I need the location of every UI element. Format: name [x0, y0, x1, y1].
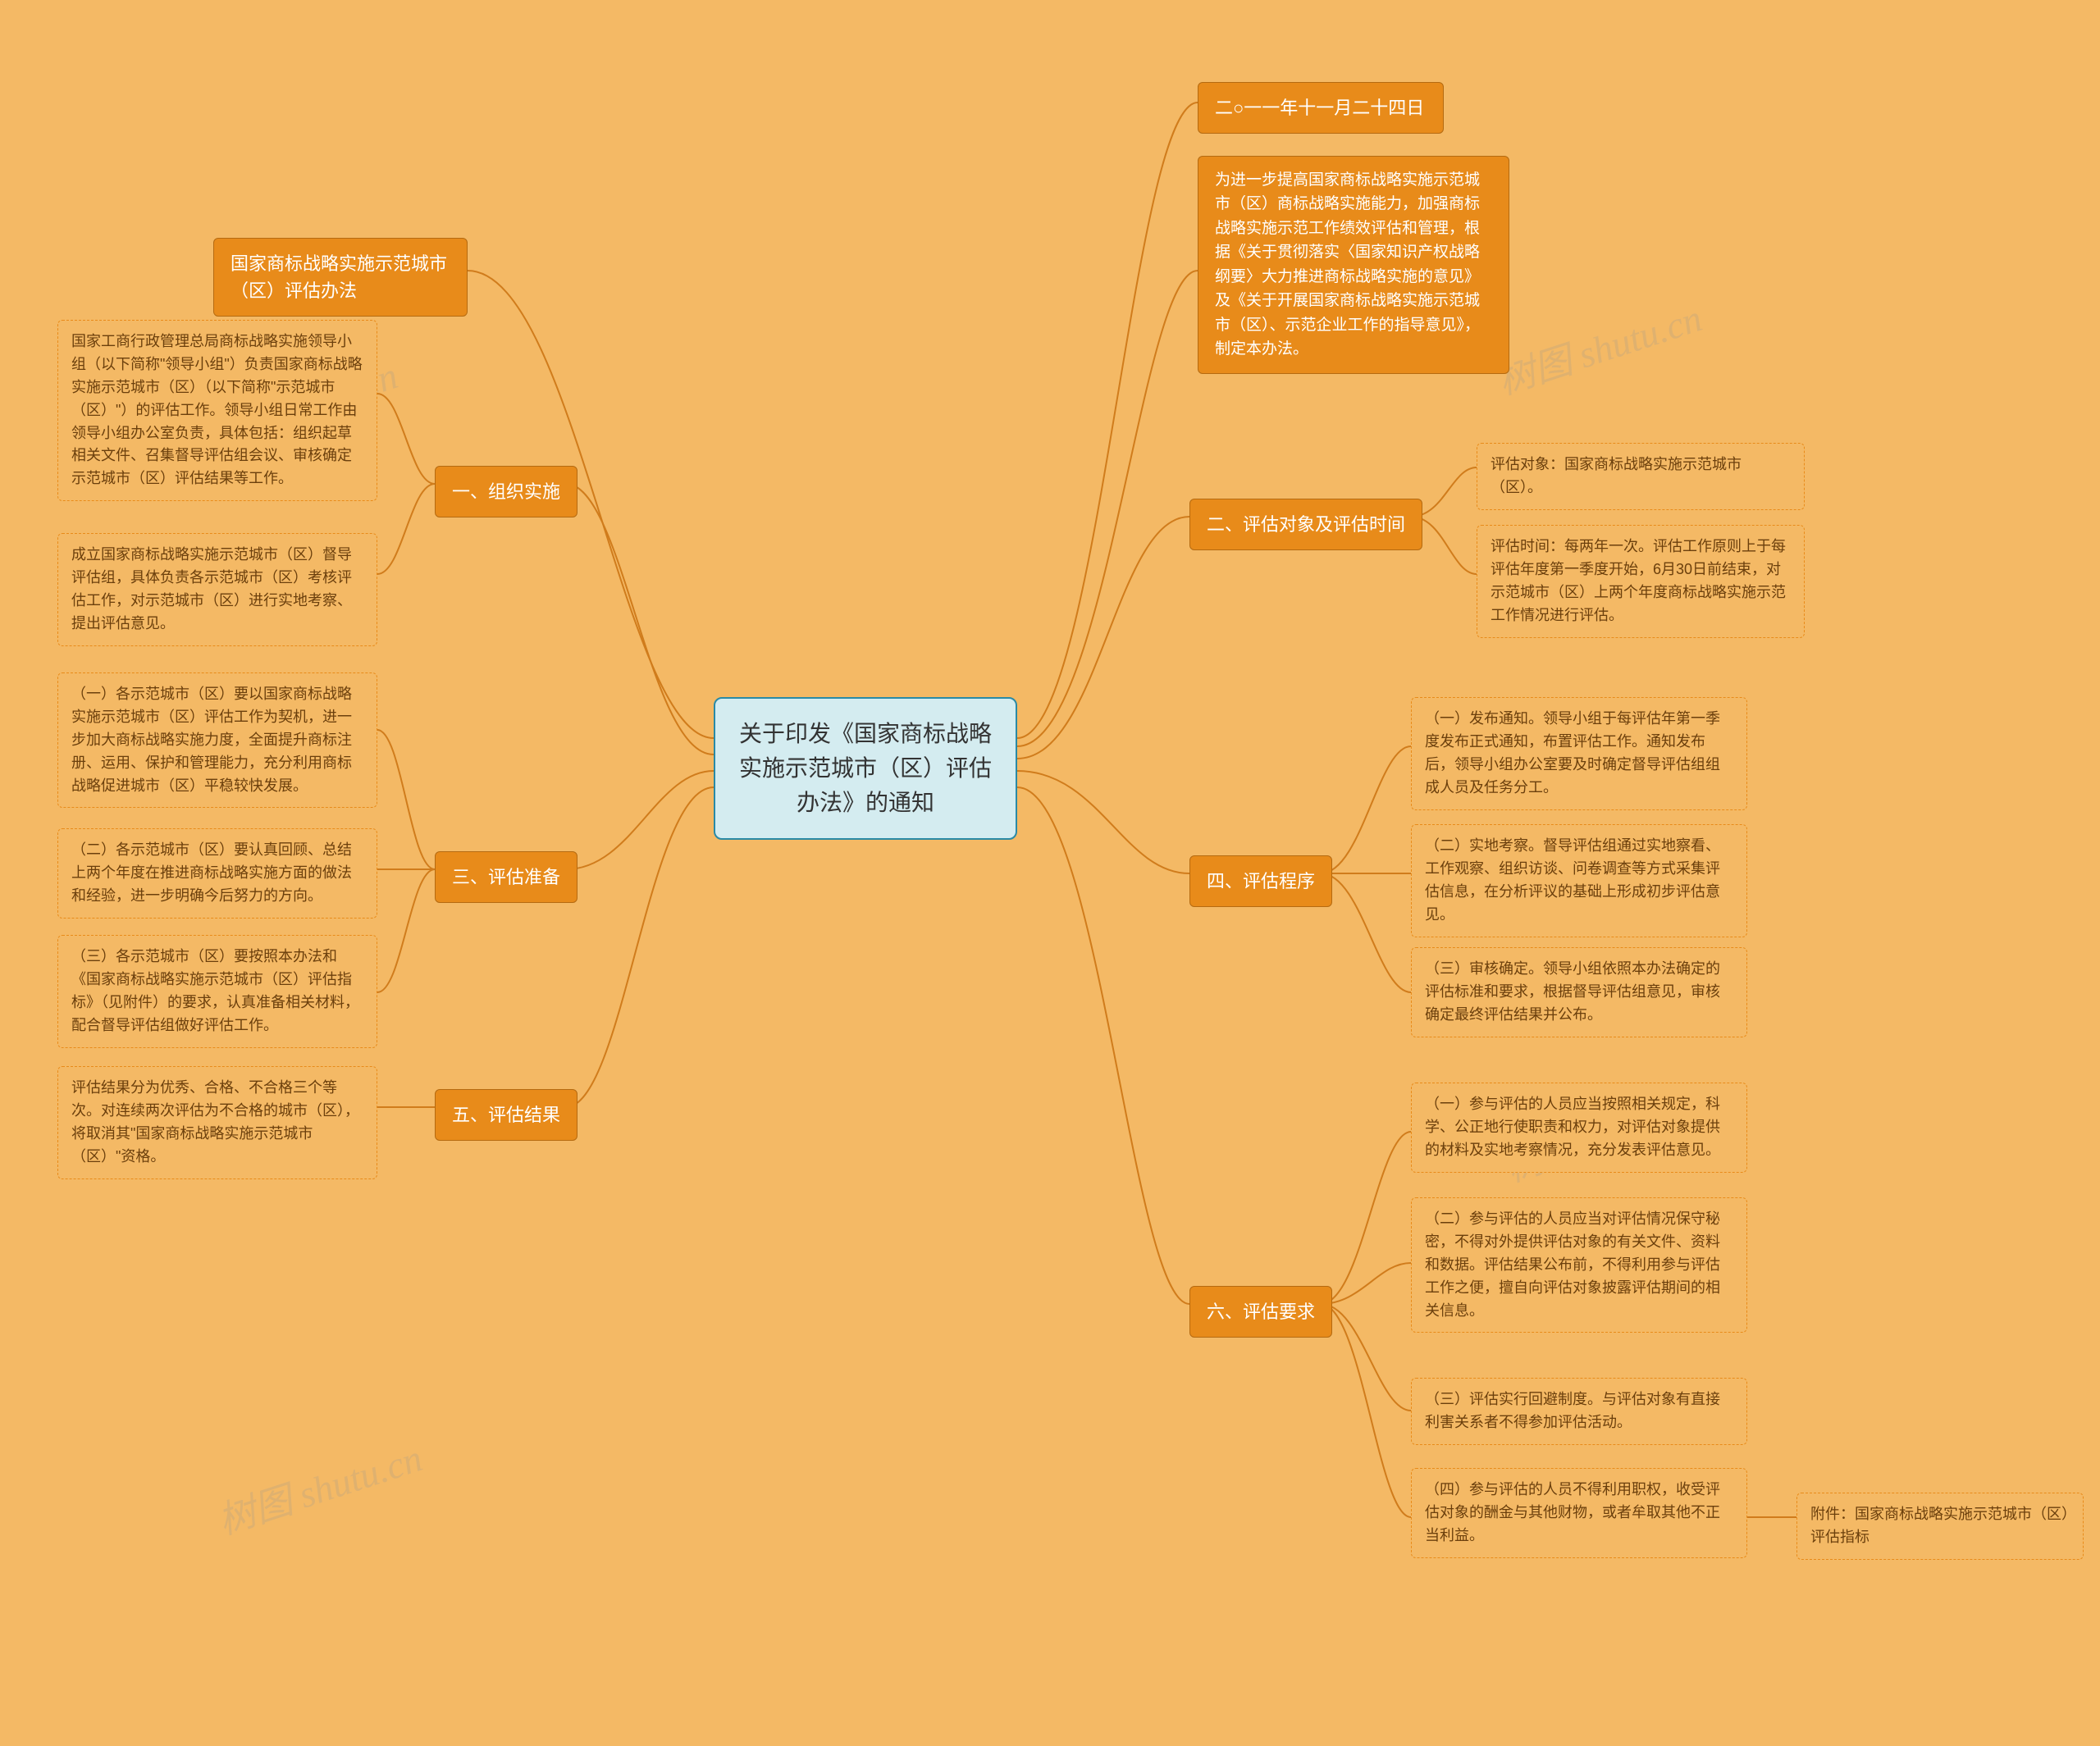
leaf-5-1: 评估结果分为优秀、合格、不合格三个等次。对连续两次评估为不合格的城市（区），将取…: [57, 1066, 377, 1179]
leaf-4-1: （一）发布通知。领导小组于每评估年第一季度发布正式通知，布置评估工作。通知发布后…: [1411, 697, 1747, 810]
watermark: 树图 shutu.cn: [210, 1429, 428, 1546]
branch-6[interactable]: 六、评估要求: [1189, 1286, 1332, 1338]
watermark: 树图 shutu.cn: [1490, 289, 1708, 406]
left-heading[interactable]: 国家商标战略实施示范城市（区）评估办法: [213, 238, 468, 317]
branch-2[interactable]: 二、评估对象及评估时间: [1189, 499, 1422, 550]
appendix-node: 附件：国家商标战略实施示范城市（区）评估指标: [1796, 1493, 2084, 1560]
leaf-4-3: （三）审核确定。领导小组依照本办法确定的评估标准和要求，根据督导评估组意见，审核…: [1411, 947, 1747, 1037]
date-node[interactable]: 二○一一年十一月二十四日: [1198, 82, 1444, 134]
root-node[interactable]: 关于印发《国家商标战略实施示范城市（区）评估办法》的通知: [714, 697, 1017, 840]
leaf-1-2: 成立国家商标战略实施示范城市（区）督导评估组，具体负责各示范城市（区）考核评估工…: [57, 533, 377, 646]
branch-5[interactable]: 五、评估结果: [435, 1089, 578, 1141]
leaf-2-2: 评估时间：每两年一次。评估工作原则上于每评估年度第一季度开始，6月30日前结束，…: [1477, 525, 1805, 638]
leaf-3-2: （二）各示范城市（区）要认真回顾、总结上两个年度在推进商标战略实施方面的做法和经…: [57, 828, 377, 919]
intro-node[interactable]: 为进一步提高国家商标战略实施示范城市（区）商标战略实施能力，加强商标战略实施示范…: [1198, 156, 1509, 374]
leaf-6-1: （一）参与评估的人员应当按照相关规定，科学、公正地行使职责和权力，对评估对象提供…: [1411, 1083, 1747, 1173]
leaf-4-2: （二）实地考察。督导评估组通过实地察看、工作观察、组织访谈、问卷调查等方式采集评…: [1411, 824, 1747, 937]
leaf-3-1: （一）各示范城市（区）要以国家商标战略实施示范城市（区）评估工作为契机，进一步加…: [57, 672, 377, 808]
branch-3[interactable]: 三、评估准备: [435, 851, 578, 903]
leaf-6-4: （四）参与评估的人员不得利用职权，收受评估对象的酬金与其他财物，或者牟取其他不正…: [1411, 1468, 1747, 1558]
leaf-3-3: （三）各示范城市（区）要按照本办法和《国家商标战略实施示范城市（区）评估指标》（…: [57, 935, 377, 1048]
branch-4[interactable]: 四、评估程序: [1189, 855, 1332, 907]
leaf-1-1: 国家工商行政管理总局商标战略实施领导小组（以下简称"领导小组"）负责国家商标战略…: [57, 320, 377, 501]
leaf-6-2: （二）参与评估的人员应当对评估情况保守秘密，不得对外提供评估对象的有关文件、资料…: [1411, 1197, 1747, 1333]
branch-1[interactable]: 一、组织实施: [435, 466, 578, 517]
leaf-6-3: （三）评估实行回避制度。与评估对象有直接利害关系者不得参加评估活动。: [1411, 1378, 1747, 1445]
leaf-2-1: 评估对象：国家商标战略实施示范城市（区）。: [1477, 443, 1805, 510]
